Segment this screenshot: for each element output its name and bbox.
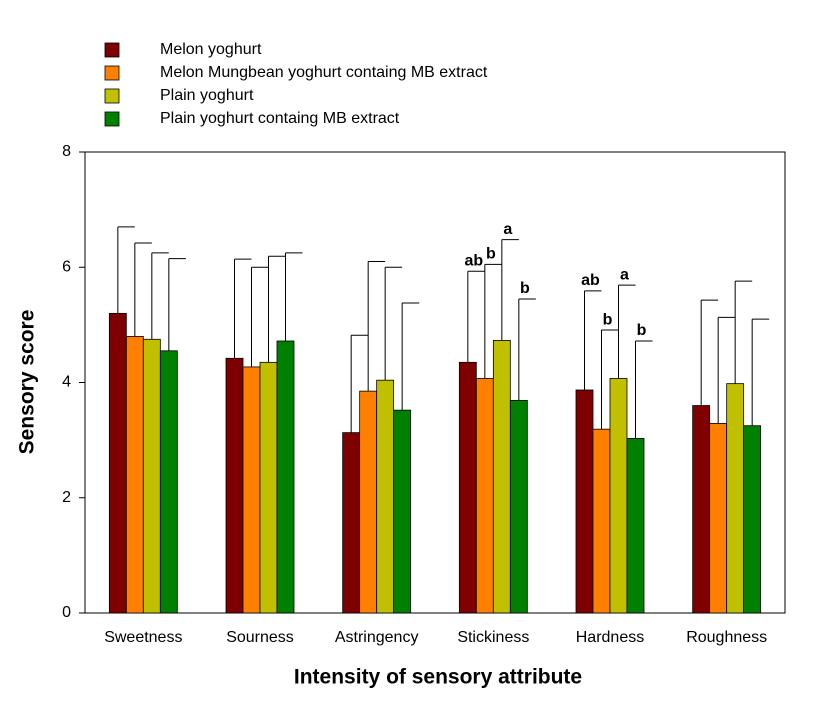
legend-swatch [104, 42, 120, 58]
significance-letter: b [486, 246, 496, 263]
y-tick-label: 8 [62, 143, 71, 160]
bar [259, 361, 278, 614]
legend-swatch [104, 88, 120, 104]
x-tick-label: Stickiness [457, 629, 529, 646]
significance-letter: ab [581, 272, 600, 289]
legend-label: Melon yoghurt [160, 41, 262, 58]
significance-letter: b [520, 280, 530, 297]
bar [475, 378, 494, 614]
y-tick-label: 0 [62, 604, 71, 621]
legend-label: Plain yoghurt [160, 87, 254, 104]
y-axis-title: Sensory score [16, 310, 39, 455]
y-tick-label: 6 [62, 258, 71, 275]
x-tick-label: Sweetness [104, 629, 182, 646]
bar [709, 423, 728, 614]
significance-letter: a [620, 266, 629, 283]
x-tick-label: Sourness [226, 629, 294, 646]
significance-letter: b [603, 311, 613, 328]
bar [726, 383, 745, 614]
bar [242, 366, 261, 614]
bar [142, 338, 161, 614]
legend-label: Melon Mungbean yoghurt containg MB extra… [160, 64, 488, 81]
bar [225, 357, 244, 614]
bar [626, 437, 645, 614]
legend-swatch [104, 111, 120, 127]
bar [458, 361, 477, 614]
y-tick-label: 4 [62, 374, 71, 391]
significance-letter: a [503, 221, 512, 238]
bar [376, 379, 395, 614]
bar [125, 335, 144, 614]
bar [492, 340, 511, 614]
legend-swatch [104, 65, 120, 81]
x-tick-label: Astringency [335, 629, 419, 646]
bar [276, 340, 295, 614]
legend-label: Plain yoghurt containg MB extract [160, 110, 400, 127]
bar [342, 432, 361, 614]
x-tick-label: Hardness [576, 629, 644, 646]
bar [108, 312, 127, 614]
bar [743, 425, 762, 614]
bar [575, 389, 594, 614]
x-axis-title: Intensity of sensory attribute [294, 666, 582, 689]
bar [592, 428, 611, 614]
x-tick-label: Roughness [686, 629, 767, 646]
bar [159, 350, 178, 614]
significance-letter: ab [464, 253, 483, 270]
bar [509, 399, 528, 614]
bar [359, 390, 378, 614]
bar [692, 405, 711, 614]
bar [393, 409, 412, 614]
bar [609, 378, 628, 614]
y-tick-label: 2 [62, 489, 71, 506]
plot-frame [84, 151, 786, 614]
significance-letter: b [637, 322, 647, 339]
